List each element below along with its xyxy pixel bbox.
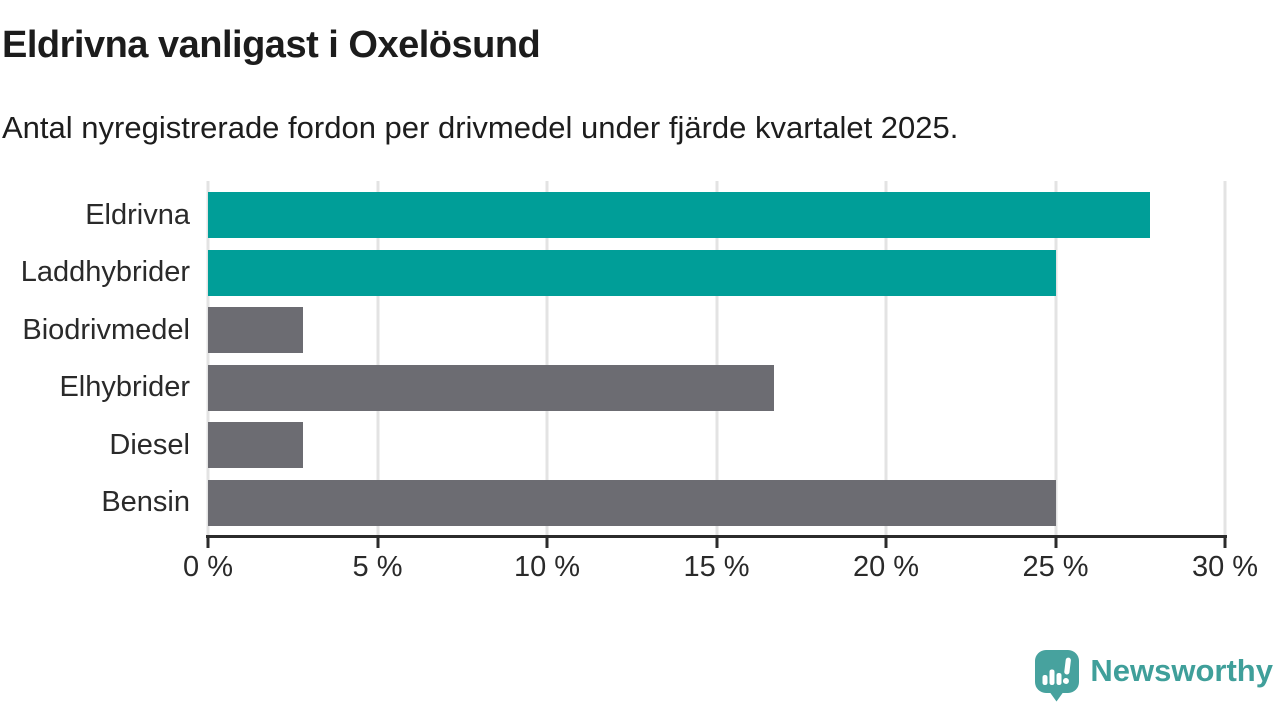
- category-label: Diesel: [109, 428, 190, 461]
- x-tick-mark: [1054, 535, 1057, 548]
- x-tick-label: 20 %: [852, 551, 920, 583]
- category-label: Eldrivna: [85, 198, 190, 231]
- bars-layer: [208, 181, 1225, 537]
- bar: [208, 249, 1056, 296]
- gridline: [884, 181, 888, 537]
- x-tick-mark: [1223, 535, 1227, 548]
- x-tick-mark: [545, 535, 549, 548]
- x-tick-label: 15 %: [683, 551, 750, 583]
- x-tick-label: 25 %: [1022, 551, 1089, 583]
- gridline: [206, 181, 210, 537]
- plot-area: [206, 181, 1227, 537]
- gridline: [715, 181, 718, 537]
- gridline: [1054, 181, 1057, 537]
- chart-title: Eldrivna vanligast i Oxelösund: [2, 24, 541, 66]
- newsworthy-logo: Newsworthy: [1034, 648, 1273, 705]
- x-tick-mark: [376, 535, 379, 548]
- category-label: Biodrivmedel: [22, 313, 190, 346]
- bar: [208, 307, 303, 354]
- gridline: [376, 181, 379, 537]
- grid-layer: [206, 181, 1227, 537]
- bar: [208, 479, 1056, 526]
- x-tick-mark: [715, 535, 718, 548]
- x-tick-mark: [884, 535, 888, 548]
- newsworthy-logo-text: Newsworthy: [1090, 653, 1273, 688]
- x-axis: 0 % 5 % 10 % 15 % 20 % 25 % 30 %: [183, 535, 1258, 583]
- y-axis-category-labels: Eldrivna Laddhybrider Biodrivmedel Elhybrid…: [0, 181, 190, 537]
- category-label: Elhybrider: [59, 371, 190, 404]
- x-tick-mark: [206, 535, 210, 548]
- category-label: Bensin: [101, 486, 190, 519]
- gridline: [545, 181, 549, 537]
- bar: [208, 192, 1151, 239]
- newsworthy-logo-icon: [1035, 650, 1080, 702]
- chart-subtitle: Antal nyregistrerade fordon per drivmede…: [2, 110, 959, 145]
- x-tick-label: 0 %: [183, 551, 233, 583]
- bar: [208, 422, 303, 469]
- x-tick-label: 30 %: [1191, 551, 1259, 583]
- bar: [208, 364, 775, 411]
- x-tick-label: 10 %: [513, 551, 581, 583]
- gridline: [1223, 181, 1227, 537]
- x-tick-label: 5 %: [352, 551, 403, 583]
- category-label: Laddhybrider: [20, 256, 190, 289]
